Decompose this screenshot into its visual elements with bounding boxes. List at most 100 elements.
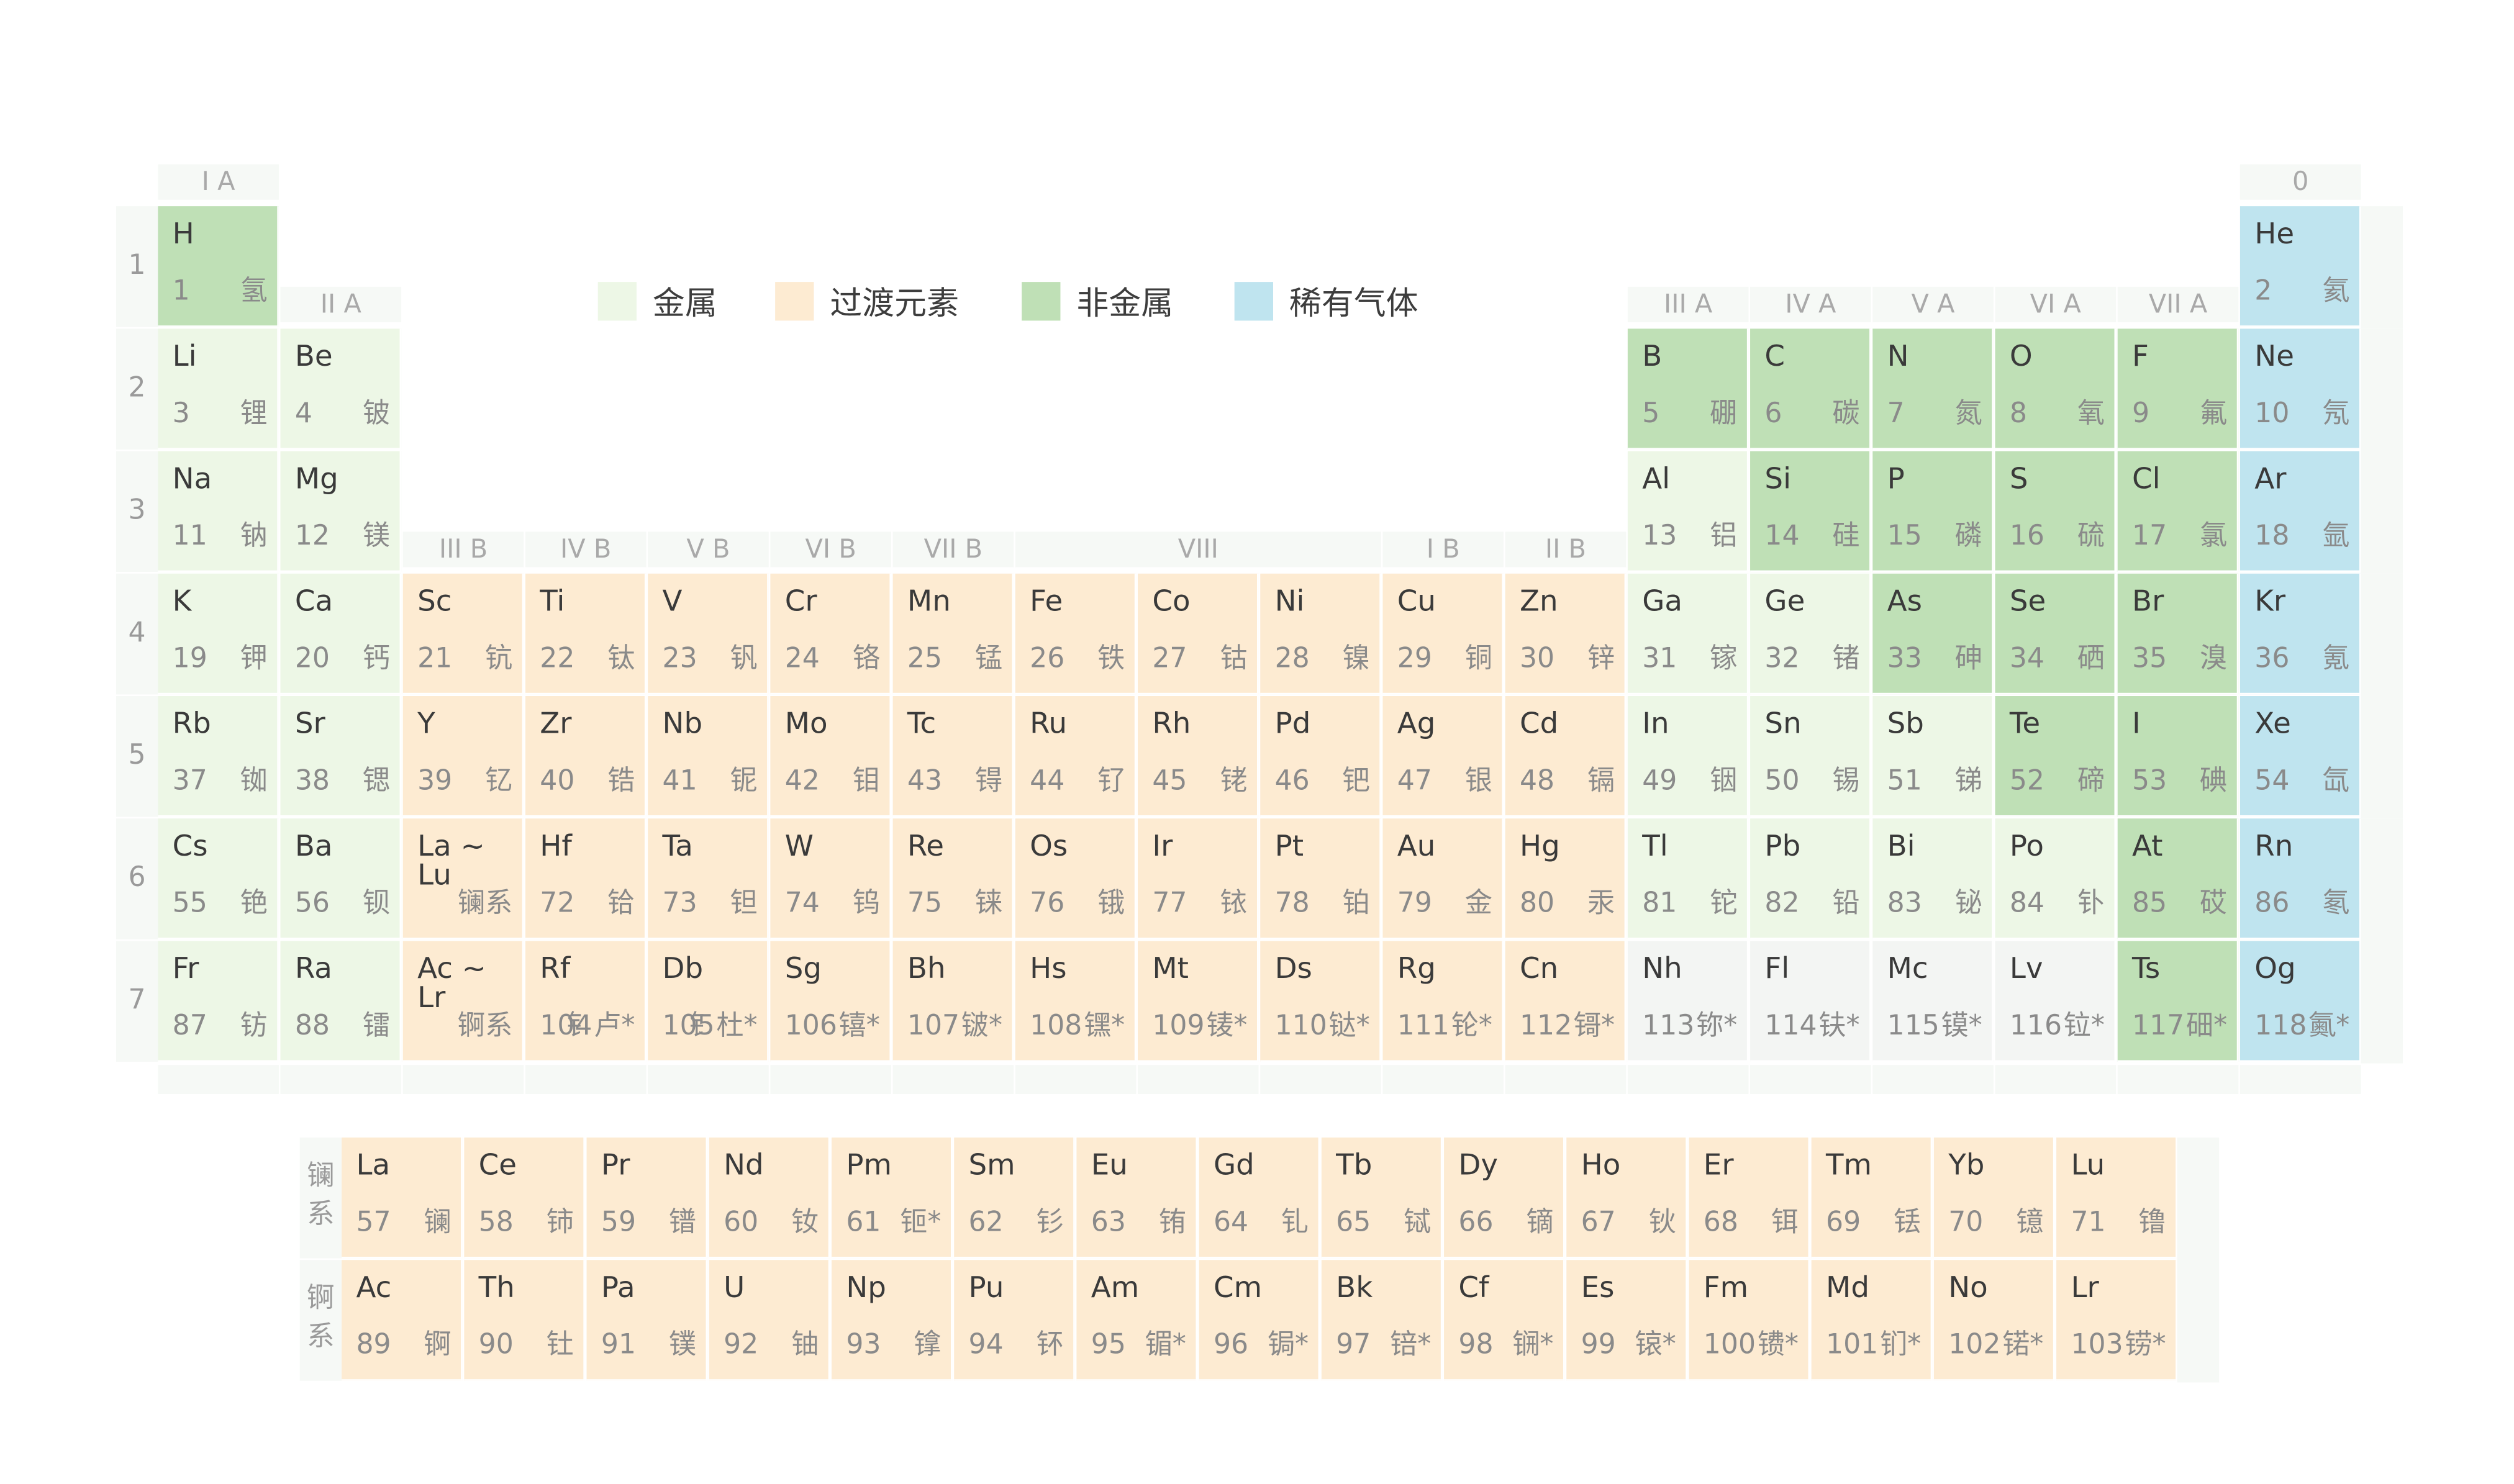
element-cell[interactable]: Cr 24 铬 <box>770 573 891 695</box>
element-cell[interactable]: Rn 86 氡 <box>2239 818 2361 939</box>
element-cell[interactable]: P 15 磷 <box>1872 451 1994 572</box>
element-cell[interactable]: Rf 104 钅卢* <box>525 941 647 1062</box>
element-cell[interactable]: Lv 116 𫟷* <box>1995 941 2117 1062</box>
element-cell[interactable]: At 85 砹 <box>2117 818 2239 939</box>
element-cell[interactable]: Ce 58 铈 <box>464 1137 585 1259</box>
element-cell[interactable]: Tm 69 铥 <box>1811 1137 1933 1259</box>
element-cell[interactable]: F 9 氟 <box>2117 328 2239 450</box>
element-cell[interactable]: As 33 砷 <box>1872 573 1994 695</box>
element-cell[interactable]: Rg 111 𬬭* <box>1382 941 1504 1062</box>
element-cell[interactable]: Md 101 钔* <box>1811 1260 1933 1381</box>
element-cell[interactable]: Ba 56 钡 <box>280 818 402 939</box>
element-cell[interactable]: Sb 51 锑 <box>1872 695 1994 817</box>
element-cell[interactable]: Eu 63 铕 <box>1076 1137 1198 1259</box>
element-cell[interactable]: Po 84 钋 <box>1995 818 2117 939</box>
element-cell[interactable]: Cn 112 鿔* <box>1505 941 1627 1062</box>
element-cell[interactable]: Pd 46 钯 <box>1260 695 1381 817</box>
element-cell[interactable]: Kr 36 氪 <box>2239 573 2361 695</box>
element-cell[interactable]: Mo 42 钼 <box>770 695 891 817</box>
element-cell[interactable]: Bk 97 锫* <box>1321 1260 1443 1381</box>
element-cell[interactable]: Ds 110 𫟼* <box>1260 941 1381 1062</box>
element-cell[interactable]: Pb 82 铅 <box>1750 818 1871 939</box>
element-cell[interactable]: K 19 钾 <box>158 573 279 695</box>
element-cell[interactable]: Ar 18 氩 <box>2239 451 2361 572</box>
element-cell[interactable]: W 74 钨 <box>770 818 891 939</box>
element-cell[interactable]: Y 39 钇 <box>402 695 524 817</box>
element-cell[interactable]: C 6 碳 <box>1750 328 1871 450</box>
element-cell[interactable]: Es 99 锿* <box>1566 1260 1687 1381</box>
element-cell[interactable]: Nh 113 鿭* <box>1627 941 1749 1062</box>
element-cell[interactable]: Pa 91 镤 <box>586 1260 708 1381</box>
element-cell[interactable]: Ta 73 钽 <box>648 818 769 939</box>
element-cell[interactable]: Nd 60 钕 <box>709 1137 830 1259</box>
element-cell[interactable]: O 8 氧 <box>1995 328 2117 450</box>
element-cell[interactable]: Og 118 鿫* <box>2239 941 2361 1062</box>
element-cell[interactable]: Se 34 硒 <box>1995 573 2117 695</box>
element-cell[interactable]: Ca 20 钙 <box>280 573 402 695</box>
element-cell[interactable]: Fl 114 𫓧* <box>1750 941 1871 1062</box>
element-cell[interactable]: Mt 109 鿏* <box>1137 941 1259 1062</box>
element-cell[interactable]: Br 35 溴 <box>2117 573 2239 695</box>
element-cell[interactable]: Yb 70 镱 <box>1933 1137 2055 1259</box>
element-cell[interactable]: Cf 98 锎* <box>1444 1260 1565 1381</box>
element-cell[interactable]: Cu 29 铜 <box>1382 573 1504 695</box>
element-cell[interactable]: Th 90 钍 <box>464 1260 585 1381</box>
element-cell[interactable]: Pt 78 铂 <box>1260 818 1381 939</box>
element-cell[interactable]: Lr 103 铹* <box>2056 1260 2177 1381</box>
element-cell[interactable]: Fr 87 钫 <box>158 941 279 1062</box>
element-cell[interactable]: Xe 54 氙 <box>2239 695 2361 817</box>
element-cell[interactable]: Si 14 硅 <box>1750 451 1871 572</box>
element-cell[interactable]: Tl 81 铊 <box>1627 818 1749 939</box>
element-cell[interactable]: Pu 94 钚 <box>954 1260 1075 1381</box>
element-cell[interactable]: Na 11 钠 <box>158 451 279 572</box>
element-cell[interactable]: Sm 62 钐 <box>954 1137 1075 1259</box>
element-cell[interactable]: Pr 59 镨 <box>586 1137 708 1259</box>
element-cell[interactable]: Ti 22 钛 <box>525 573 647 695</box>
element-cell[interactable]: Ts 117 鿬* <box>2117 941 2239 1062</box>
element-cell[interactable]: Os 76 锇 <box>1015 818 1137 939</box>
element-cell[interactable]: Am 95 镅* <box>1076 1260 1198 1381</box>
element-cell[interactable]: V 23 钒 <box>648 573 769 695</box>
element-cell[interactable]: Nb 41 铌 <box>648 695 769 817</box>
element-cell[interactable]: Sr 38 锶 <box>280 695 402 817</box>
element-cell[interactable]: Cl 17 氯 <box>2117 451 2239 572</box>
element-cell[interactable]: Rh 45 铑 <box>1137 695 1259 817</box>
element-cell[interactable]: Re 75 铼 <box>892 818 1014 939</box>
element-cell[interactable]: Al 13 铝 <box>1627 451 1749 572</box>
element-cell[interactable]: Tb 65 铽 <box>1321 1137 1443 1259</box>
element-cell[interactable]: Mc 115 镆* <box>1872 941 1994 1062</box>
element-cell[interactable]: Ho 67 钬 <box>1566 1137 1687 1259</box>
element-cell[interactable]: I 53 碘 <box>2117 695 2239 817</box>
element-cell[interactable]: Ra 88 镭 <box>280 941 402 1062</box>
element-cell[interactable]: Db 105 钅杜* <box>648 941 769 1062</box>
element-cell[interactable]: H 1 氢 <box>158 206 279 327</box>
element-cell[interactable]: Cm 96 锔* <box>1199 1260 1320 1381</box>
element-cell[interactable]: Lu 71 镥 <box>2056 1137 2177 1259</box>
element-cell[interactable]: Ac 89 锕 <box>342 1260 463 1381</box>
element-cell[interactable]: Cd 48 镉 <box>1505 695 1627 817</box>
element-cell[interactable]: Rb 37 铷 <box>158 695 279 817</box>
element-cell[interactable]: Gd 64 钆 <box>1199 1137 1320 1259</box>
element-cell[interactable]: Cs 55 铯 <box>158 818 279 939</box>
element-cell[interactable]: No 102 锘* <box>1933 1260 2055 1381</box>
element-cell[interactable]: Zn 30 锌 <box>1505 573 1627 695</box>
element-cell[interactable]: Er 68 铒 <box>1689 1137 1810 1259</box>
element-cell[interactable]: Ac ~ Lr 锕系 <box>402 941 524 1062</box>
element-cell[interactable]: Hf 72 铪 <box>525 818 647 939</box>
element-cell[interactable]: Pm 61 钷* <box>831 1137 953 1259</box>
element-cell[interactable]: Fm 100 镄* <box>1689 1260 1810 1381</box>
element-cell[interactable]: Sn 50 锡 <box>1750 695 1871 817</box>
element-cell[interactable]: Ru 44 钌 <box>1015 695 1137 817</box>
element-cell[interactable]: Te 52 碲 <box>1995 695 2117 817</box>
element-cell[interactable]: Ne 10 氖 <box>2239 328 2361 450</box>
element-cell[interactable]: Ir 77 铱 <box>1137 818 1259 939</box>
element-cell[interactable]: Sg 106 𬭳* <box>770 941 891 1062</box>
element-cell[interactable]: Au 79 金 <box>1382 818 1504 939</box>
element-cell[interactable]: In 49 铟 <box>1627 695 1749 817</box>
element-cell[interactable]: N 7 氮 <box>1872 328 1994 450</box>
element-cell[interactable]: La 57 镧 <box>342 1137 463 1259</box>
element-cell[interactable]: Mn 25 锰 <box>892 573 1014 695</box>
element-cell[interactable]: Hs 108 𬭶* <box>1015 941 1137 1062</box>
element-cell[interactable]: He 2 氦 <box>2239 206 2361 327</box>
element-cell[interactable]: U 92 铀 <box>709 1260 830 1381</box>
